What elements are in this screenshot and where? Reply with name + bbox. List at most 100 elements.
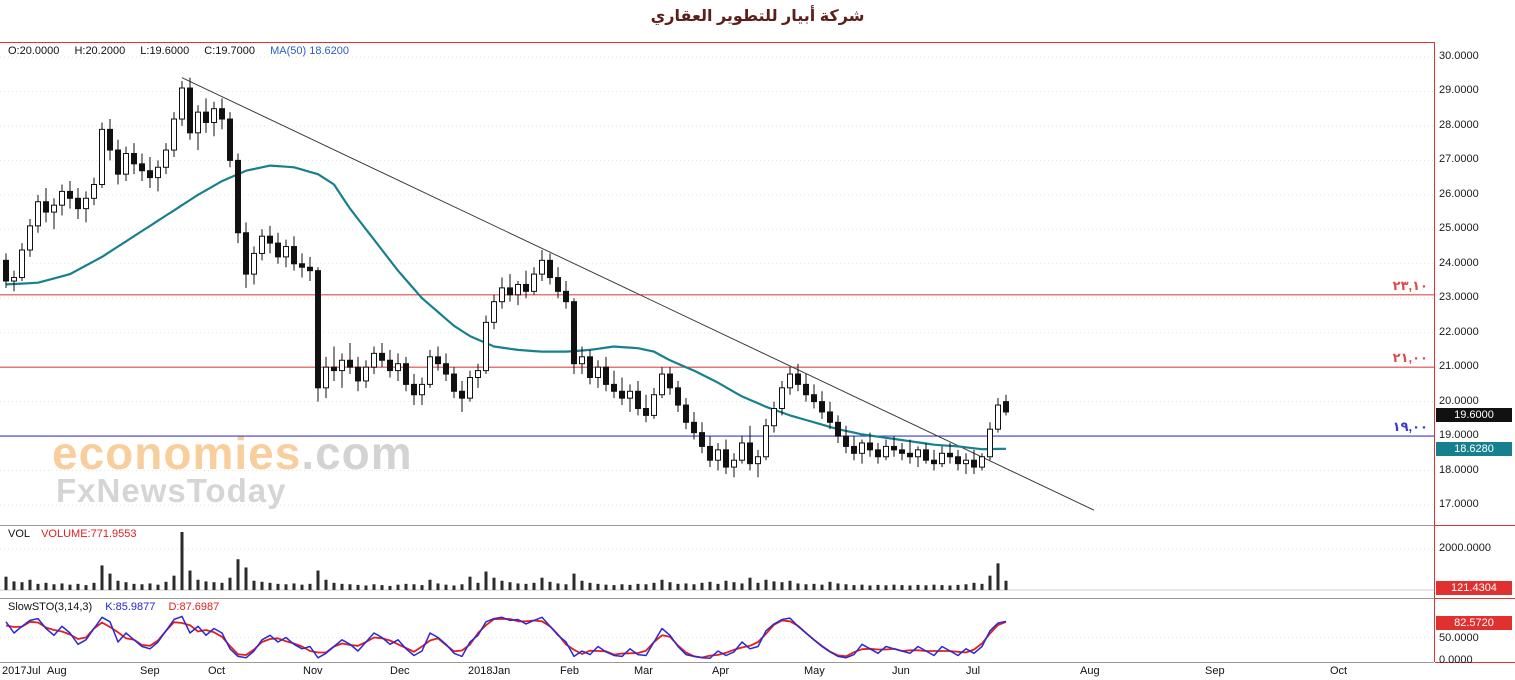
volume-bar <box>564 584 568 590</box>
volume-bar <box>884 585 888 590</box>
candle-body <box>283 246 289 258</box>
volume-bar <box>956 584 960 590</box>
candle-body <box>915 449 921 458</box>
volume-bar <box>708 581 712 590</box>
price-tick-label: 30.0000 <box>1439 50 1479 62</box>
candle-body <box>315 270 321 389</box>
volume-bar <box>700 582 704 590</box>
volume-bar <box>980 583 984 590</box>
low-value: L:19.6000 <box>140 45 190 57</box>
candle-body <box>115 149 121 175</box>
volume-bar <box>116 580 120 590</box>
candle-body <box>939 452 945 465</box>
volume-bar <box>4 576 8 590</box>
volume-bar <box>308 583 312 590</box>
candle-body <box>123 152 129 175</box>
volume-bar <box>108 573 112 590</box>
time-axis-label: Aug <box>1080 665 1100 677</box>
candle-body <box>467 376 473 399</box>
candle-body <box>739 442 745 461</box>
candle-body <box>259 235 265 254</box>
price-tick-label: 29.0000 <box>1439 84 1479 97</box>
volume-bar <box>292 583 296 590</box>
volume-value-badge: 121.4304 <box>1436 580 1512 595</box>
panel-top-border <box>0 42 1515 43</box>
candle-body <box>99 128 105 186</box>
candle-body <box>803 383 809 396</box>
volume-bar <box>68 584 72 590</box>
stochastic-chart[interactable] <box>0 598 1434 662</box>
candle-body <box>971 459 977 468</box>
watermark-subtitle: FxNewsToday <box>56 472 287 509</box>
close-value: C:19.7000 <box>204 45 256 57</box>
volume-bar <box>300 584 304 590</box>
candle-body <box>35 201 41 227</box>
volume-bar <box>916 584 920 590</box>
candle-body <box>899 449 905 454</box>
candle-body <box>171 118 177 151</box>
volume-bar <box>500 580 504 590</box>
volume-bar <box>92 582 96 590</box>
candle-body <box>355 366 361 382</box>
candle-body <box>291 246 297 265</box>
volume-bar <box>492 577 496 590</box>
volume-bar <box>532 582 536 590</box>
volume-bar <box>772 581 776 590</box>
volume-bar <box>28 579 32 590</box>
volume-bar <box>996 563 1000 590</box>
volume-bar <box>140 584 144 590</box>
stochastic-value-badge: 82.5720 <box>1436 615 1512 630</box>
candle-body <box>195 111 201 134</box>
volume-value-label: VOLUME:771.9553 <box>41 528 137 540</box>
volume-chart[interactable] <box>0 525 1434 598</box>
candle-body <box>635 390 641 410</box>
candle-body <box>323 366 329 389</box>
volume-bar <box>972 582 976 590</box>
candle-body <box>963 459 969 465</box>
main-price-chart[interactable]: ٢٣,١٠ ٢١,٠٠ ١٩,٠٠ <box>0 42 1434 525</box>
volume-bar <box>804 584 808 590</box>
candle-body <box>979 456 985 468</box>
candle-body <box>563 290 569 303</box>
volume-bar <box>572 573 576 590</box>
volume-bar <box>932 584 936 590</box>
volume-bar <box>332 582 336 590</box>
price-axis[interactable]: 19.6000 18.6280 121.4304 82.5720 30.0000… <box>1434 42 1515 666</box>
volume-bar <box>196 579 200 590</box>
panel-separator <box>0 662 1434 663</box>
ma-value-badge: 18.6280 <box>1436 441 1512 456</box>
volume-bar <box>812 583 816 590</box>
panel-separator <box>0 598 1434 599</box>
level-label: ٢١,٠٠ <box>1393 350 1428 365</box>
volume-bar <box>60 583 64 590</box>
candle-body <box>499 287 505 303</box>
volume-bar <box>244 567 248 590</box>
volume-bar <box>252 580 256 590</box>
volume-bar <box>12 581 16 590</box>
candle-body <box>603 366 609 385</box>
candle-body <box>619 390 625 399</box>
time-axis-label: Jul <box>966 665 981 677</box>
volume-bar <box>388 585 392 590</box>
volume-bar <box>20 582 24 590</box>
time-axis[interactable]: 2017Jul Aug Sep Oct Nov Dec 2018Jan Feb Mar Apr Ma… <box>0 664 1434 680</box>
candle-body <box>275 242 281 258</box>
volume-bar <box>628 584 632 590</box>
candle-body <box>11 277 17 282</box>
candle-body <box>779 387 785 410</box>
candle-body <box>875 449 881 458</box>
volume-bar <box>716 583 720 590</box>
volume-bar <box>868 585 872 590</box>
candle-body <box>787 373 793 389</box>
candle-body <box>299 263 305 268</box>
candle-body <box>539 259 545 275</box>
time-axis-label: May <box>804 665 825 677</box>
candle-body <box>507 287 513 296</box>
candle-body <box>851 445 857 454</box>
chart-title: شركة أبيار للتطوير العقاري <box>650 8 865 25</box>
volume-bar <box>188 570 192 590</box>
volume-bar <box>404 583 408 590</box>
volume-panel-label: VOL <box>8 528 31 540</box>
volume-bar <box>436 583 440 590</box>
